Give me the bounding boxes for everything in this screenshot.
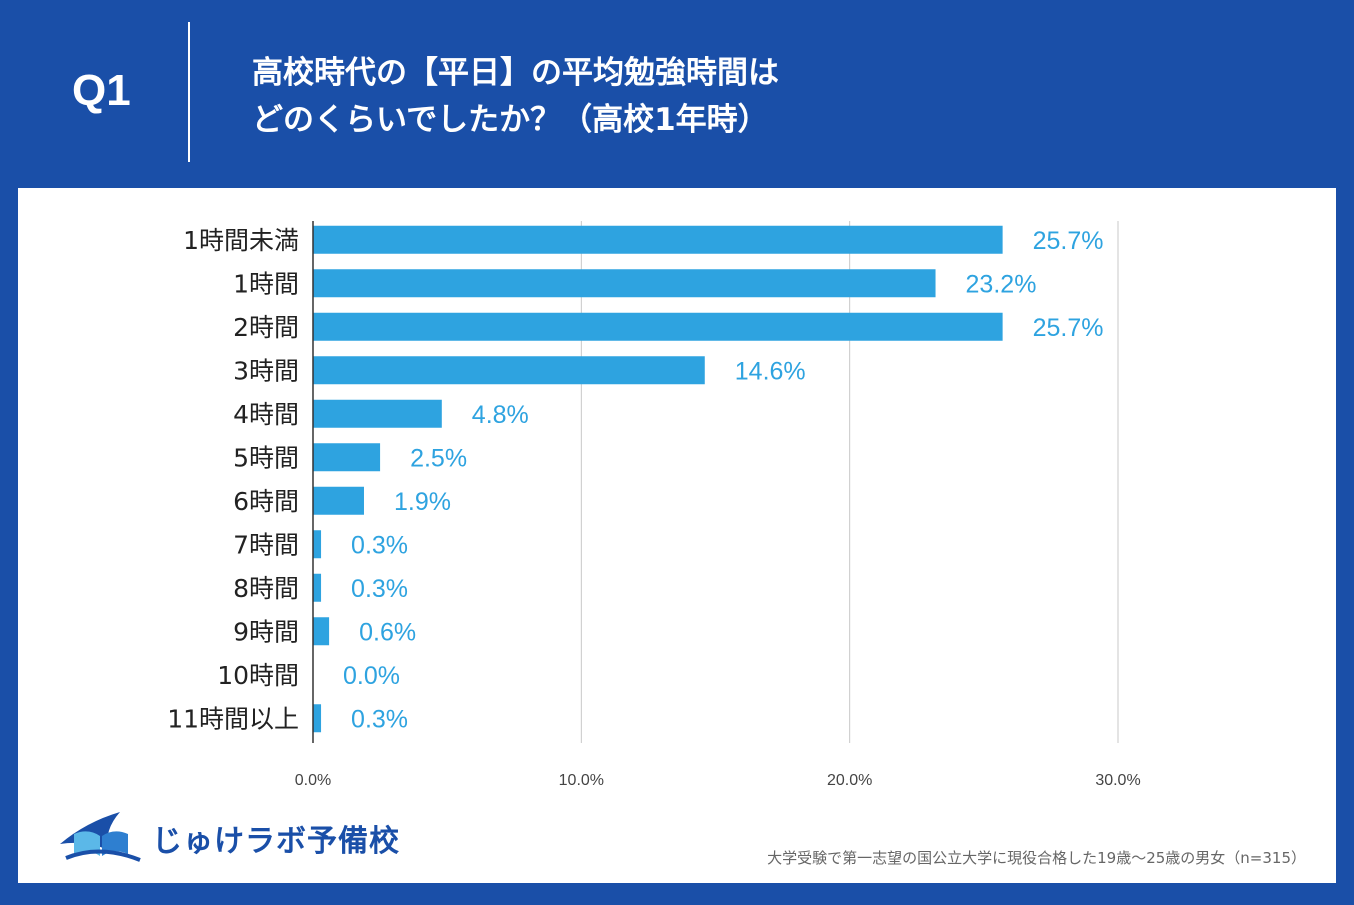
bar	[313, 356, 705, 385]
category-label: 4時間	[233, 400, 299, 429]
value-label: 0.3%	[351, 575, 408, 603]
bar	[313, 443, 381, 472]
value-label: 4.8%	[472, 401, 529, 429]
logo-text: じゅけラボ予備校	[152, 824, 400, 859]
x-tick-label: 20.0%	[827, 772, 872, 789]
value-label: 0.0%	[343, 662, 400, 690]
question-title: 高校時代の【平日】の平均勉強時間は どのくらいでしたか？（高校1年時）	[252, 50, 779, 144]
bar	[313, 617, 330, 646]
header: Q1 高校時代の【平日】の平均勉強時間は どのくらいでしたか？（高校1年時）	[0, 0, 1354, 188]
value-label: 25.7%	[1033, 314, 1104, 342]
bar-chart: 0.0% 10.0% 20.0% 30.0% 1時間未満 25.7% 1時間 23.2% 2時間…	[167, 221, 1141, 789]
category-label: 9時間	[233, 617, 299, 646]
logo: じゅけラボ予備校	[56, 804, 399, 866]
category-label: 10時間	[217, 661, 299, 690]
x-tick-label: 10.0%	[559, 772, 604, 789]
value-label: 23.2%	[966, 270, 1037, 298]
category-label: 3時間	[233, 356, 299, 385]
value-label: 0.3%	[351, 705, 408, 733]
category-label: 8時間	[233, 574, 299, 603]
value-label: 2.5%	[410, 444, 467, 472]
value-label: 25.7%	[1033, 227, 1104, 255]
x-tick-label: 0.0%	[295, 772, 331, 789]
category-label: 1時間未満	[183, 226, 299, 255]
value-label: 0.3%	[351, 531, 408, 559]
chart-panel: 0.0% 10.0% 20.0% 30.0% 1時間未満 25.7% 1時間 23.2% 2時間…	[18, 188, 1336, 883]
x-tick-label: 30.0%	[1095, 772, 1140, 789]
bar	[313, 486, 364, 515]
category-label: 6時間	[233, 487, 299, 516]
question-number: Q1	[72, 66, 131, 115]
category-label: 2時間	[233, 313, 299, 342]
open-book-icon	[60, 812, 141, 862]
value-label: 0.6%	[359, 618, 416, 646]
bar	[313, 399, 442, 428]
bar	[313, 269, 936, 298]
category-label: 5時間	[233, 443, 299, 472]
bar	[313, 573, 322, 602]
value-label: 14.6%	[735, 357, 806, 385]
footnote: 大学受験で第一志望の国公立大学に現役合格した19歳〜25歳の男女（n=315）	[767, 849, 1306, 867]
category-label: 1時間	[233, 269, 299, 298]
category-label: 11時間以上	[167, 704, 299, 733]
title-line-1: 高校時代の【平日】の平均勉強時間は	[252, 55, 779, 91]
title-line-2: どのくらいでしたか？（高校1年時）	[252, 102, 769, 138]
bar	[313, 312, 1003, 341]
value-label: 1.9%	[394, 488, 451, 516]
bar	[313, 704, 322, 733]
header-divider	[188, 22, 190, 162]
category-label: 7時間	[233, 530, 299, 559]
bar	[313, 225, 1003, 254]
bar	[313, 530, 322, 559]
